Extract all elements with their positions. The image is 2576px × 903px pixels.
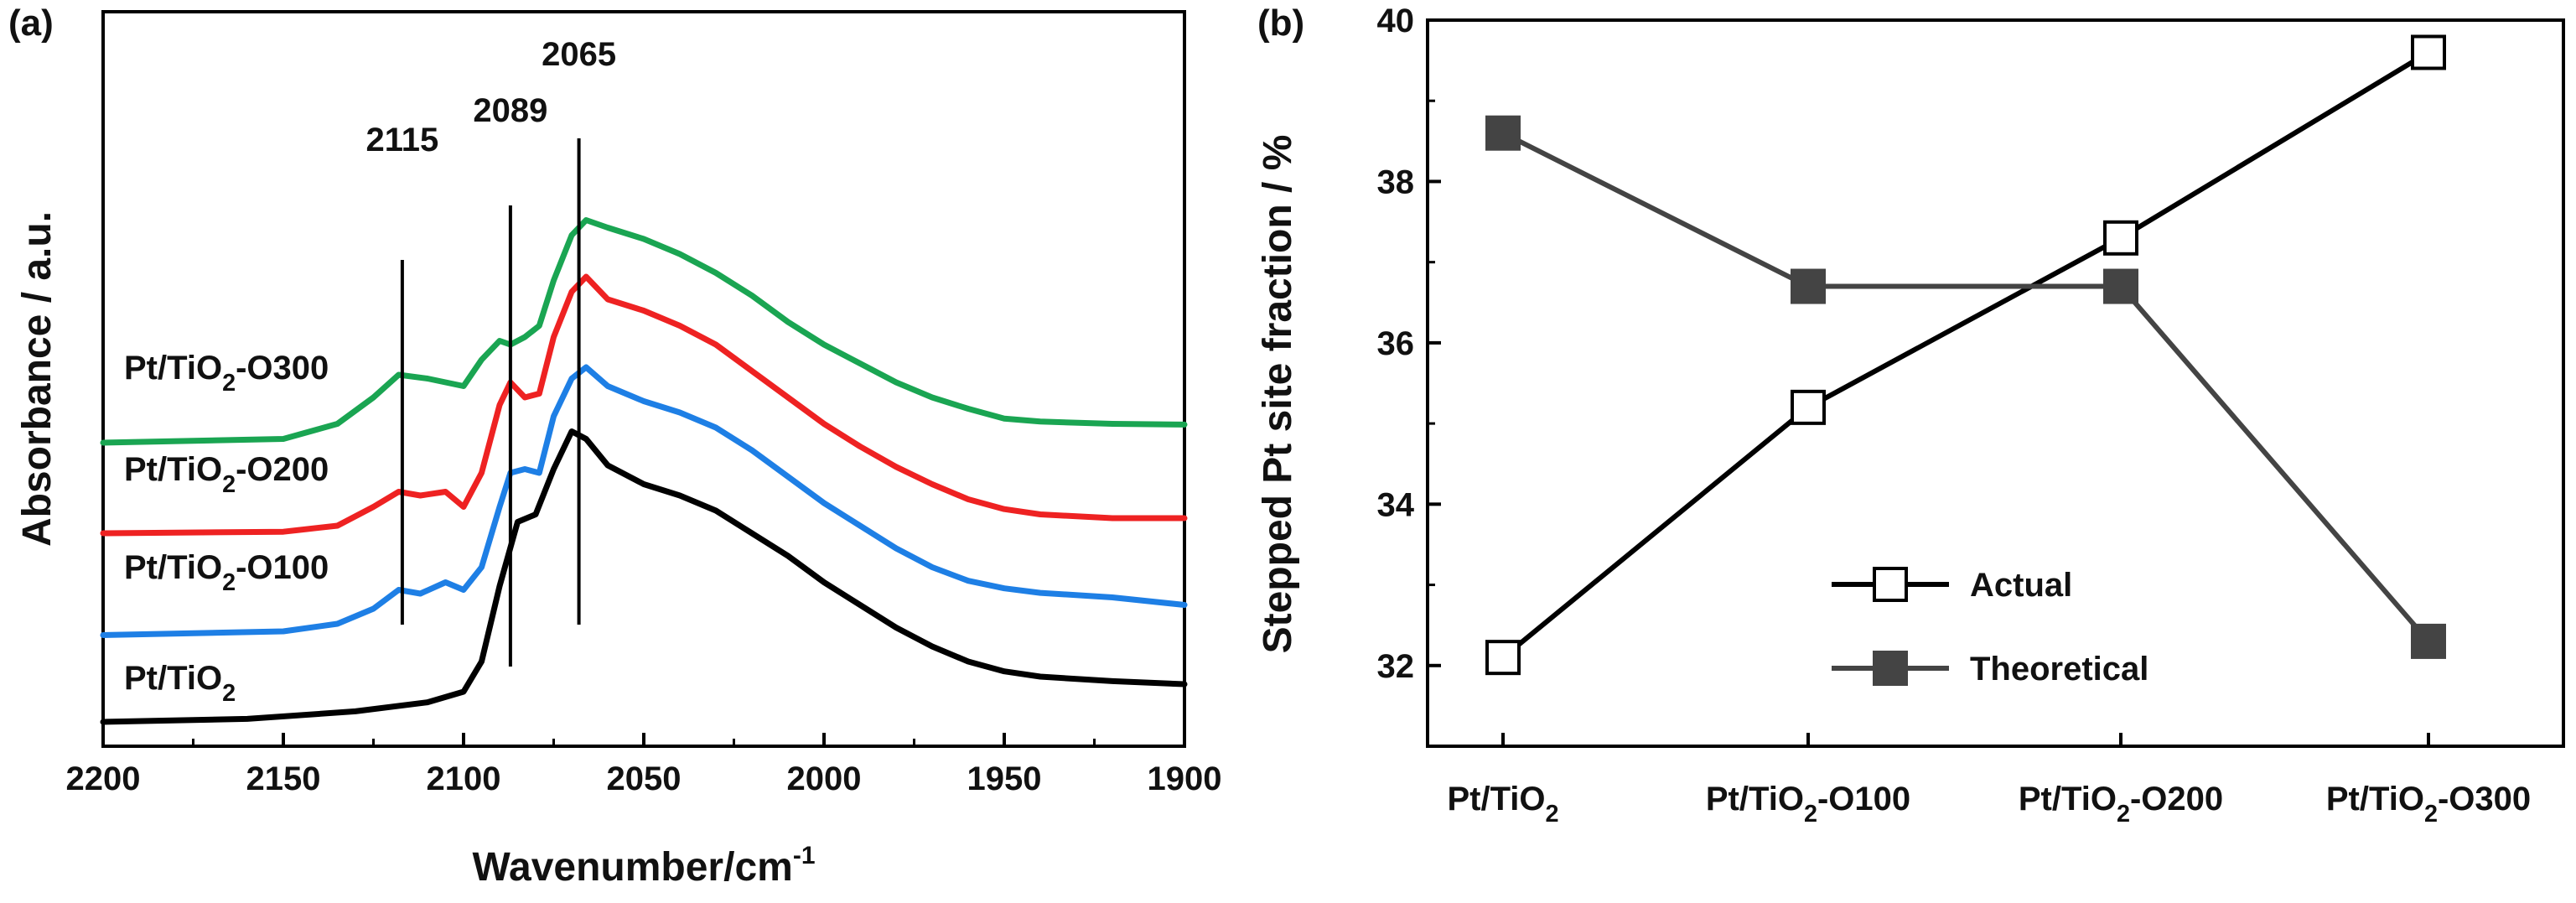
marker-theoretical-2	[2103, 268, 2138, 304]
series-label-pt-tio2-o300: Pt/TiO2-O300	[124, 350, 329, 397]
x-tick-label-2200: 2200	[66, 760, 141, 797]
series-label-pt-tio2-o100: Pt/TiO2-O100	[124, 549, 329, 596]
marker-theoretical-1	[1791, 268, 1826, 304]
x-tick-label-1950: 1950	[967, 760, 1042, 797]
marker-actual-2	[2103, 220, 2138, 256]
marker-actual-1	[1791, 389, 1826, 425]
category-label-pt-tio2-o300-suffix: -O300	[2438, 781, 2531, 817]
series-label-pt-tio2-o100-main: Pt/TiO	[124, 549, 222, 586]
category-label-pt-tio2-o300-main: Pt/TiO	[2326, 781, 2424, 817]
x-axis-title-superscript: -1	[793, 842, 816, 869]
x-tick-label-2100: 2100	[427, 760, 501, 797]
panel-a-label: (a)	[8, 3, 54, 44]
category-label-pt-tio2: Pt/TiO2	[1447, 781, 1558, 828]
marker-actual-0	[1485, 640, 1521, 676]
series-line-theoretical	[1501, 131, 2431, 643]
panel-a-spectra: (a) 2200 2150 2100 2050 2000 1950 1900 2115 208…	[8, 3, 1221, 890]
series-label-pt-tio2-o200: Pt/TiO2-O200	[124, 451, 329, 498]
legend-label-actual: Actual	[1970, 567, 2072, 604]
series-label-pt-tio2-o300-main: Pt/TiO	[124, 350, 222, 387]
series-label-pt-tio2-subscript: 2	[222, 680, 236, 707]
series-line-pt-tio2-o200	[100, 273, 1188, 537]
category-label-pt-tio2-o100: Pt/TiO2-O100	[1706, 781, 1910, 828]
category-label-pt-tio2-subscript: 2	[1546, 801, 1559, 828]
category-label-pt-tio2-o100-main: Pt/TiO	[1706, 781, 1804, 817]
series-line-pt-tio2-o100	[100, 364, 1188, 638]
peak-label-2065: 2065	[542, 36, 616, 73]
series-label-pt-tio2-o300-suffix: -O300	[236, 350, 329, 387]
category-label-pt-tio2-o100-suffix: -O100	[1817, 781, 1910, 817]
panel-b-frame	[1426, 18, 2565, 748]
category-label-pt-tio2-o200-suffix: -O200	[2130, 781, 2223, 817]
category-label-pt-tio2-o200-subscript: 2	[2117, 801, 2130, 828]
category-label-pt-tio2-o300-subscript: 2	[2424, 801, 2438, 828]
series-label-pt-tio2: Pt/TiO2	[124, 660, 236, 707]
legend-label-theoretical: Theoretical	[1970, 651, 2148, 688]
panel-b-series	[1485, 34, 2446, 676]
series-line-pt-tio2-o300	[100, 217, 1188, 446]
y-tick-label-32: 32	[1377, 648, 1415, 685]
category-label-pt-tio2-o200: Pt/TiO2-O200	[2019, 781, 2223, 828]
marker-actual-3	[2411, 34, 2446, 70]
panel-b-label: (b)	[1257, 3, 1304, 44]
peak-label-2115: 2115	[366, 122, 439, 158]
panel-b-legend: Actual Theoretical	[1832, 567, 2148, 688]
panel-b-y-ticks: 32 34 36 38 40	[1377, 3, 1441, 748]
panel-a-series	[100, 217, 1188, 725]
panel-a-y-axis-title: Absorbance / a.u.	[15, 211, 60, 547]
panel-a-x-ticks: 2200 2150 2100 2050 2000 1950 1900	[66, 733, 1222, 797]
series-label-pt-tio2-o200-suffix: -O200	[236, 451, 329, 488]
series-line-pt-tio2	[100, 428, 1188, 725]
series-line-actual	[1501, 49, 2430, 660]
x-tick-label-2150: 2150	[246, 760, 321, 797]
panel-a-series-labels: Pt/TiO2Pt/TiO2-O100Pt/TiO2-O200Pt/TiO2-O…	[124, 350, 329, 707]
category-label-pt-tio2-o200-main: Pt/TiO	[2019, 781, 2117, 817]
category-label-pt-tio2-o100-subscript: 2	[1804, 801, 1817, 828]
x-tick-label-1900: 1900	[1148, 760, 1222, 797]
series-label-pt-tio2-o200-main: Pt/TiO	[124, 451, 222, 488]
x-tick-label-2000: 2000	[787, 760, 862, 797]
panel-b-y-axis-title: Stepped Pt site fraction / %	[1256, 135, 1300, 654]
marker-theoretical-0	[1485, 115, 1521, 151]
series-label-pt-tio2-main: Pt/TiO	[124, 660, 222, 697]
series-label-pt-tio2-o100-suffix: -O100	[236, 549, 329, 586]
x-axis-title-main: Wavenumber/cm	[472, 845, 792, 890]
peak-label-2089: 2089	[473, 92, 547, 129]
series-label-pt-tio2-o200-subscript: 2	[222, 471, 236, 498]
y-tick-label-38: 38	[1377, 163, 1415, 200]
y-tick-label-34: 34	[1377, 486, 1415, 523]
panel-b-x-categories: Pt/TiO2 Pt/TiO2-O100 Pt/TiO2-O200 Pt/TiO2-O…	[1447, 733, 2531, 828]
y-tick-label-40: 40	[1377, 3, 1415, 39]
legend-marker-actual	[1873, 567, 1908, 602]
y-tick-label-36: 36	[1377, 325, 1415, 362]
marker-theoretical-3	[2411, 623, 2446, 659]
category-label-pt-tio2-main: Pt/TiO	[1447, 781, 1545, 817]
panel-a-peak-lines: 2115 2089 2065	[366, 36, 616, 667]
series-label-pt-tio2-o300-subscript: 2	[222, 370, 236, 397]
x-tick-label-2050: 2050	[607, 760, 682, 797]
legend-marker-theoretical	[1873, 651, 1908, 686]
category-label-pt-tio2-o300: Pt/TiO2-O300	[2326, 781, 2531, 828]
panel-a-x-axis-title: Wavenumber/cm-1	[472, 842, 815, 890]
series-label-pt-tio2-o100-subscript: 2	[222, 569, 236, 596]
